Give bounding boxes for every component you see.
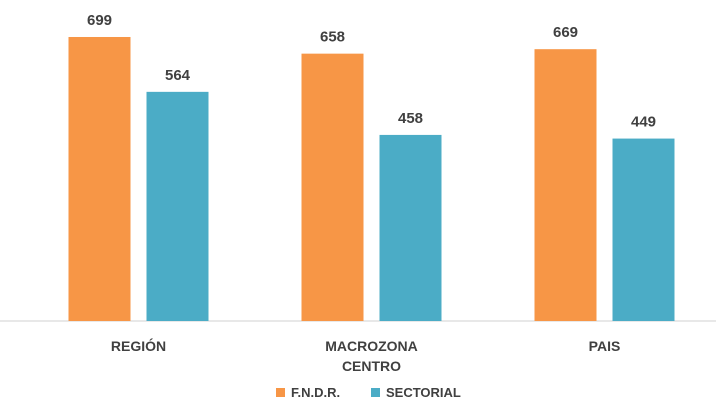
bar — [534, 49, 597, 321]
data-label: 564 — [165, 67, 191, 84]
bar — [146, 91, 209, 321]
legend-label: F.N.D.R. — [291, 385, 341, 400]
data-label: 658 — [320, 29, 345, 46]
bar — [68, 36, 131, 321]
x-tick-label: PAIS — [588, 338, 621, 354]
legend-item: F.N.D.R. — [276, 385, 340, 400]
x-tick-label: REGIÓN — [110, 338, 167, 354]
bar — [301, 53, 364, 321]
legend-swatch — [276, 388, 285, 397]
legend-label: SECTORIAL — [386, 385, 461, 400]
data-label: 669 — [553, 24, 578, 41]
data-label: 449 — [631, 114, 656, 131]
legend-item: SECTORIAL — [371, 385, 461, 400]
bar — [612, 138, 675, 321]
x-tick-label: MACROZONA CENTRO — [325, 338, 418, 374]
data-label: 699 — [87, 12, 112, 29]
legend-swatch — [371, 388, 380, 397]
data-label: 458 — [398, 110, 423, 127]
bar — [379, 134, 442, 321]
